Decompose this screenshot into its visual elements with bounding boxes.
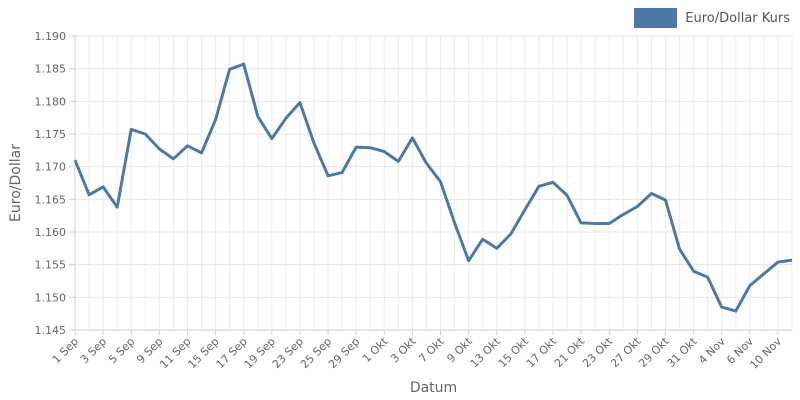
y-tick-label: 1.190 [35,30,67,43]
x-tick-label: 10 Nov [747,335,784,372]
data-point [396,159,400,163]
data-point [228,67,232,71]
y-tick-label: 1.170 [35,161,67,174]
legend-label: Euro/Dollar Kurs [685,10,790,26]
data-point [256,114,260,118]
data-point [171,157,175,161]
x-tick-label: 23 Okt [580,334,616,370]
data-point [368,146,372,150]
data-point [762,272,766,276]
x-tick-label: 4 Nov [696,335,728,367]
data-point [678,247,682,251]
y-tick-label: 1.185 [35,63,67,76]
x-tick-label: 15 Okt [496,334,532,370]
data-point [214,118,218,122]
data-point [298,101,302,105]
data-point [495,246,499,250]
data-point [551,180,555,184]
y-tick-label: 1.155 [35,259,67,272]
data-point [537,184,541,188]
x-tick-label: 31 Okt [664,334,700,370]
data-point [748,284,752,288]
x-tick-label: 21 Okt [552,334,588,370]
data-point [453,221,457,225]
x-axis-title: Datum [410,380,457,396]
data-point [143,132,147,136]
data-point [129,127,133,131]
data-point [635,205,639,209]
y-tick-label: 1.145 [35,324,67,337]
data-point [410,136,414,140]
data-point [565,193,569,197]
data-point [509,232,513,236]
data-point [579,221,583,225]
x-tick-label: 13 Okt [468,334,504,370]
data-point [73,158,77,162]
x-tick-label: 5 Sep [106,335,137,366]
data-point [621,212,625,216]
data-point [607,222,611,226]
data-point [481,237,485,241]
data-point [649,191,653,195]
data-point [157,147,161,151]
data-point [270,137,274,141]
y-tick-label: 1.165 [35,193,67,206]
x-tick-label: 3 Sep [78,335,109,366]
x-tick-label: 3 Okt [388,334,419,365]
data-point [87,193,91,197]
x-tick-label: 29 Okt [636,334,672,370]
x-tick-label: 29 Sep [326,335,362,371]
data-point [185,144,189,148]
data-point [340,171,344,175]
y-tick-label: 1.175 [35,128,67,141]
x-tick-label: 1 Okt [360,334,391,365]
data-point [776,260,780,264]
data-point [200,151,204,155]
data-point [790,258,794,262]
data-point [326,174,330,178]
y-tick-label: 1.160 [35,226,67,239]
data-point [593,222,597,226]
legend[interactable]: Euro/Dollar Kurs [634,8,790,28]
data-point [720,305,724,309]
y-tick-label: 1.150 [35,291,67,304]
data-point [439,180,443,184]
series-line [73,62,793,313]
data-point [424,161,428,165]
x-tick-label: 27 Okt [608,334,644,370]
data-point [692,269,696,273]
data-point [284,116,288,120]
data-point [706,275,710,279]
data-point [101,185,105,189]
y-tick-label: 1.180 [35,95,67,108]
data-point [354,145,358,149]
y-axis-title: Euro/Dollar [8,144,24,222]
x-tick-label: 17 Okt [524,334,560,370]
data-point [663,198,667,202]
data-point [523,208,527,212]
legend-swatch [634,8,678,28]
data-point [242,62,246,66]
data-point [734,309,738,313]
x-tick-label: 7 Okt [416,334,447,365]
data-point [115,205,119,209]
data-point [312,141,316,145]
data-point [467,259,471,263]
data-point [382,150,386,154]
x-tick-label: 1 Sep [50,335,81,366]
